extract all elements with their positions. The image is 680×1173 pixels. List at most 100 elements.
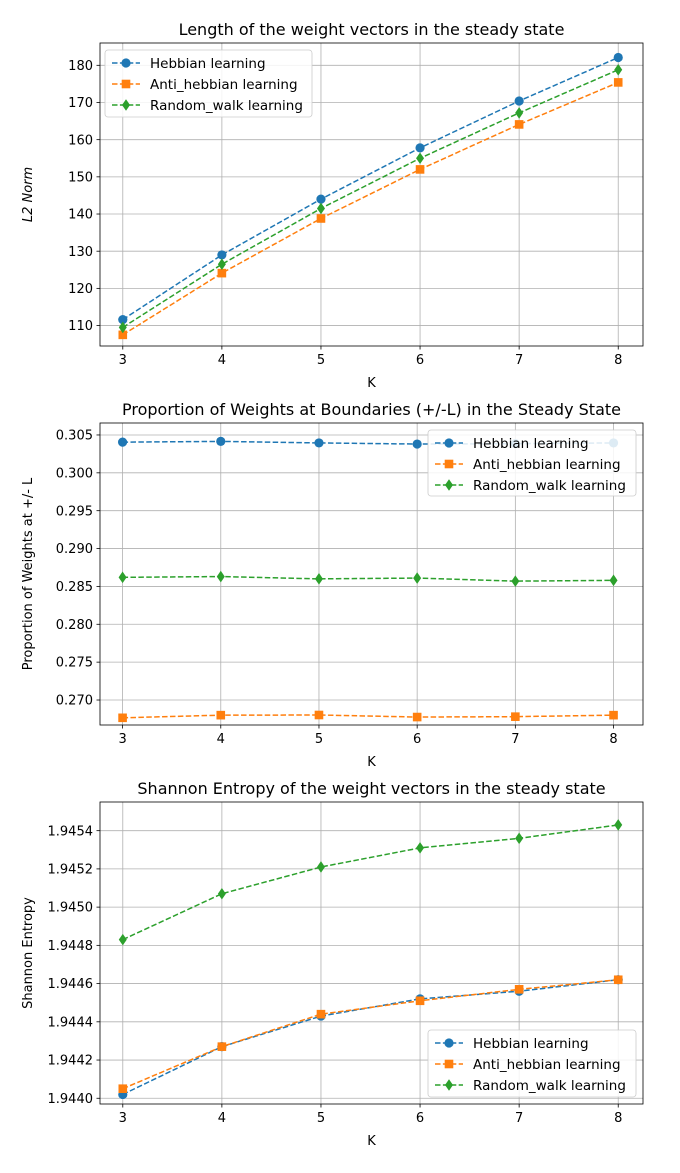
x-axis-label: K [367,755,376,770]
legend-item: Random_walk learning [435,478,626,494]
x-tick-label: 6 [413,732,421,747]
y-axis-label: Proportion of Weights at +/- L [21,477,36,670]
grid [100,43,643,346]
y-axis-label: Shannon Entropy [21,897,36,1009]
y-tick-label: 1.9448 [48,939,94,954]
plot-frame [99,42,644,347]
legend-marker [122,99,130,111]
data-point [118,315,128,325]
legend-item: Anti_hebbian learning [435,457,621,473]
series-3 [118,570,618,587]
y-tick-label: 1.9454 [48,824,94,839]
plot-frame [99,422,644,726]
legend-box [427,1029,637,1098]
legend-label: Hebbian learning [473,436,589,452]
x-tick-label: 3 [119,353,127,368]
data-point [216,710,226,720]
data-point [514,96,524,106]
series-line [122,81,619,336]
chart-panel-1: 3 4 5 6 7 8 110 120 130 140 150 160 170 180 Length of … [21,20,644,391]
y-tick-label: 0.295 [56,504,93,519]
x-tick-label: 3 [118,732,126,747]
legend-marker [121,58,131,68]
y-tick-label: 0.275 [56,656,93,671]
series-line [122,69,619,329]
data-point [609,574,618,587]
data-point [118,933,127,946]
y-tick-label: 120 [68,282,93,297]
data-point [314,573,323,585]
data-point [415,143,425,153]
legend-label: Anti_hebbian learning [473,1057,621,1073]
y-tick-label: 0.300 [56,466,93,481]
series-line [122,440,614,445]
x-tick-label: 5 [315,732,323,747]
series-line [122,575,614,582]
legend-marker [444,459,454,469]
x-tick-label: 3 [119,1111,127,1126]
data-point [416,842,425,854]
legend-item: Hebbian learning [112,56,266,72]
legend: Hebbian learning Anti_hebbian learning Ran… [104,49,313,118]
x-tick-label: 8 [614,1111,622,1126]
y-tick-label: 140 [68,208,93,223]
legend-marker [444,1059,454,1069]
legend-item: Random_walk learning [435,1078,626,1094]
legend-box [427,429,637,497]
series-line [122,56,619,321]
plot-frame [99,801,644,1105]
data-point [316,214,326,223]
data-point [609,710,618,720]
series-2 [118,975,623,1094]
data-point [216,436,226,447]
data-point [416,152,425,165]
data-point [613,78,623,87]
y-tick-label: 1.9446 [48,977,94,992]
data-point [118,571,127,584]
x-tick-label: 8 [614,353,622,368]
data-point [217,268,227,278]
series-2 [118,710,618,723]
data-point [118,713,127,723]
y-tick-label: 0.280 [56,618,93,633]
data-point [217,250,227,260]
legend-marker [444,1038,454,1048]
data-point [511,712,520,721]
data-point [515,107,524,119]
series-3 [118,819,623,946]
legend-item: Anti_hebbian learning [435,1057,621,1073]
data-point [614,63,623,76]
series-line [122,824,619,941]
x-axis-label: K [367,1134,376,1149]
y-tick-label: 1.9440 [48,1092,94,1107]
y-tick-label: 0.285 [56,580,93,595]
data-point [314,438,324,448]
x-tick-label: 7 [511,732,519,747]
data-point [117,437,128,447]
legend-marker [121,79,131,89]
y-tick-label: 180 [68,59,93,74]
y-tick-label: 1.9442 [48,1054,94,1069]
data-point [316,861,325,873]
legend: Hebbian learning Anti_hebbian learning Ran… [427,429,637,497]
data-point [316,202,325,215]
y-tick-label: 0.305 [56,429,93,444]
legend-label: Hebbian learning [473,1036,589,1052]
y-tick-label: 1.9444 [48,1015,94,1030]
x-tick-label: 6 [416,1111,424,1126]
x-tick-label: 5 [317,1111,325,1126]
data-point [217,258,226,271]
y-tick-label: 110 [68,319,93,334]
x-axis-label: K [367,376,376,391]
data-point [316,194,326,204]
data-point [216,570,225,583]
data-point [118,1084,128,1094]
data-point [613,975,623,985]
x-tick-label: 7 [515,1111,523,1126]
legend-label: Random_walk learning [150,98,303,114]
y-tick-label: 130 [68,245,93,260]
y-tick-label: 160 [68,133,93,148]
legend-label: Random_walk learning [473,1078,626,1094]
legend-label: Hebbian learning [150,56,266,72]
